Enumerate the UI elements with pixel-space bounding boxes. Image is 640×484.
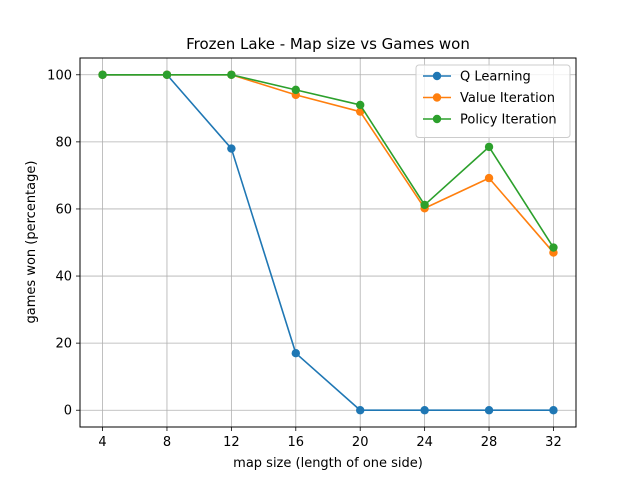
x-tick-label: 32 [545,435,562,450]
data-point-q-learning [420,406,429,415]
y-tick-label: 40 [55,270,72,285]
plot-frame [79,57,577,428]
chart-title: Frozen Lake - Map size vs Games won [186,35,470,53]
data-point-policy-iteration [291,85,300,95]
y-tick-label: 20 [55,337,72,352]
y-tick-label: 80 [55,135,72,150]
legend-item-q-learning: Q Learning [423,70,531,85]
series-layer [98,70,558,415]
y-tick-label: 0 [64,404,72,419]
data-point-q-learning [291,349,300,358]
x-tick-label: 24 [416,435,433,450]
y-tick-label: 60 [55,202,72,217]
legend-label: Q Learning [460,70,531,85]
x-tick-label: 4 [98,435,106,450]
series-line-q-learning [102,73,554,412]
data-point-q-learning [356,406,365,415]
legend-swatch-marker [432,93,442,102]
x-tick-label: 28 [481,435,498,450]
data-point-value-iteration [484,173,494,183]
data-point-policy-iteration [162,70,172,79]
x-tick-label: 16 [288,435,305,450]
legend-item-policy-iteration: Policy Iteration [423,113,557,128]
legend-swatch-marker [432,71,442,81]
data-point-policy-iteration [549,243,558,252]
data-point-q-learning [549,406,558,415]
legend-box [415,64,571,138]
legend-swatch-marker [432,114,442,124]
data-point-q-learning [227,144,236,153]
x-axis-label: map size (length of one side) [233,456,423,471]
x-tick-label: 12 [223,435,240,450]
data-point-policy-iteration [356,100,365,110]
y-axis-label: games won (percentage) [24,161,39,324]
series-policy-iteration [98,70,558,252]
series-line-policy-iteration [102,73,555,248]
data-point-policy-iteration [98,70,107,79]
data-point-q-learning [484,406,494,415]
y-axis: 0 20 40 60 80 100 [47,68,80,419]
data-point-policy-iteration [227,70,236,79]
legend-item-value-iteration: Value Iteration [423,91,555,106]
y-tick-label: 100 [47,68,72,83]
legend: Q Learning Value Iteration Policy Iteratio… [415,64,571,138]
legend-label: Policy Iteration [460,113,557,128]
legend-label: Value Iteration [460,91,555,106]
x-axis: 4 8 12 16 20 24 28 32 [98,427,562,450]
x-tick-label: 8 [163,435,171,450]
x-tick-label: 20 [352,435,369,450]
data-point-policy-iteration [420,200,429,210]
data-point-policy-iteration [484,142,494,152]
